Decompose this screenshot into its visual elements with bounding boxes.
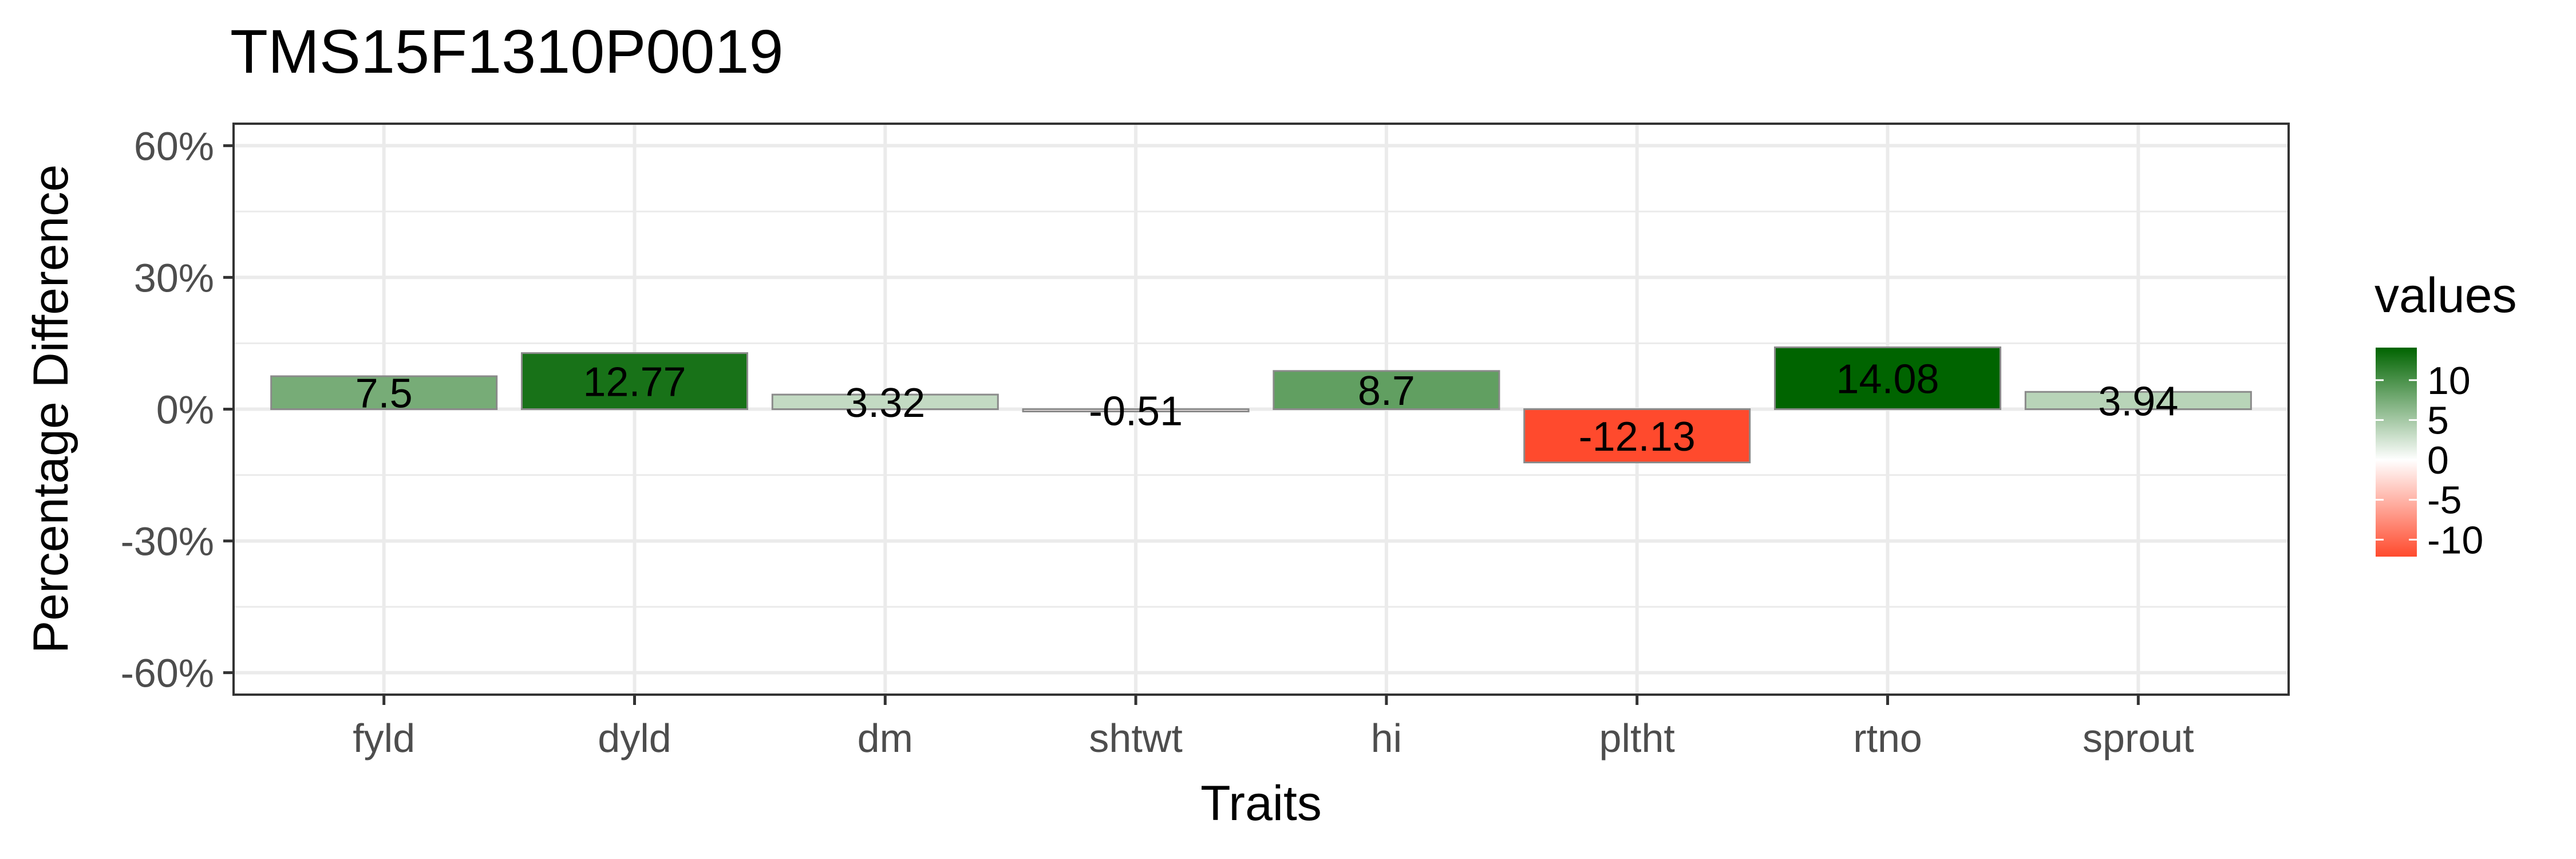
legend-tick-label: 10 (2427, 359, 2471, 403)
y-tick-label: -30% (121, 519, 214, 564)
bar-value-label: 3.94 (2098, 379, 2178, 424)
bar-hi (1273, 370, 1500, 411)
bar-value-label: 3.32 (845, 380, 925, 426)
x-tick-label: sprout (2083, 716, 2194, 761)
bar-rtno (1774, 346, 2002, 410)
x-tick-label: pltht (1599, 716, 1675, 761)
x-tick-label: fyld (353, 716, 415, 761)
y-tick-label: 0% (156, 388, 214, 432)
bar-sprout (2024, 391, 2252, 410)
bar-value-label: 7.5 (355, 371, 413, 417)
legend-colorbar (2376, 348, 2417, 557)
y-tick-label: 60% (134, 124, 214, 168)
x-tick-label: rtno (1853, 716, 1922, 761)
y-tick-label: -60% (121, 651, 214, 696)
legend-title: values (2374, 268, 2517, 323)
bar-value-label: -12.13 (1579, 414, 1696, 460)
bar-labels: 7.5 12.77 3.32 -0.51 8.7 -12.13 14.08 3.94 (355, 357, 2179, 460)
bars (270, 346, 2252, 464)
legend-tick-label: 0 (2427, 439, 2449, 482)
y-axis-title: Percentage Difference (23, 164, 78, 653)
bar-fyld (270, 375, 498, 411)
x-tick-label: dyld (598, 716, 671, 761)
legend-tick-label: -5 (2427, 479, 2462, 522)
x-tick-label: hi (1371, 716, 1402, 761)
y-axis: -60% -30% 0% 30% 60% (121, 124, 234, 696)
bar-value-label: 14.08 (1836, 357, 1939, 403)
y-tick-label: 30% (134, 255, 214, 300)
x-tick-label: shtwt (1089, 716, 1182, 761)
bar-dm (771, 393, 999, 410)
x-axis: fyld dyld dm shtwt hi pltht rtno sprout (353, 695, 2194, 761)
bar-value-label: -0.51 (1089, 388, 1183, 434)
chart-title: TMS15F1310P0019 (230, 17, 784, 86)
bar-shtwt (1022, 408, 1250, 412)
bar-value-label: 12.77 (583, 360, 686, 405)
legend-tick-label: -10 (2427, 518, 2483, 562)
bar-pltht (1523, 408, 1751, 464)
x-axis-title: Traits (1200, 776, 1322, 831)
legend-tick-label: 5 (2427, 399, 2449, 442)
x-tick-label: dm (858, 716, 913, 761)
bar-value-label: 8.7 (1358, 368, 1415, 414)
bar-dyld (520, 352, 748, 410)
